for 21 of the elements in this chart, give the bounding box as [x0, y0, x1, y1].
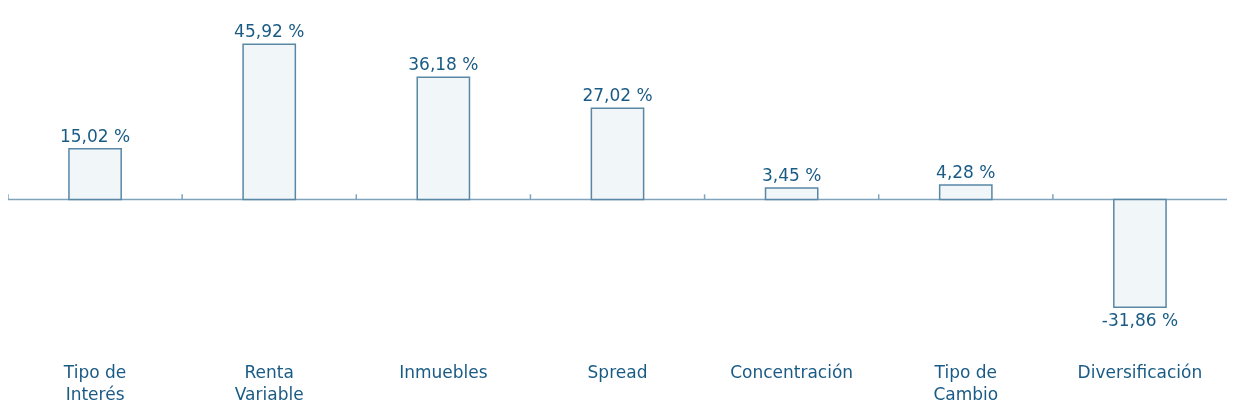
bar [1113, 198, 1167, 309]
data-label: 27,02 % [582, 85, 653, 106]
data-label: 4,28 % [936, 162, 996, 183]
data-label: 45,92 % [234, 21, 305, 42]
bar [416, 76, 471, 201]
x-tick-label: Tipo de Interés [62, 362, 127, 405]
bar [764, 187, 819, 201]
x-tick-label: Renta Variable [234, 362, 304, 405]
x-tick-label: Diversificación [1077, 362, 1203, 382]
x-tick-label: Tipo de Cambio [933, 362, 999, 405]
data-label: 36,18 % [408, 54, 479, 75]
bar [590, 107, 645, 201]
data-label: 15,02 % [59, 125, 131, 146]
bar [68, 148, 122, 201]
data-label: -31,86 % [1101, 310, 1179, 331]
bar [938, 184, 993, 201]
x-tick-label: Inmuebles [399, 362, 488, 382]
data-label: 3,45 % [761, 164, 822, 185]
x-tick-label: Spread [587, 362, 648, 382]
bar [242, 43, 297, 201]
x-tick-label: Concentración [730, 362, 854, 382]
